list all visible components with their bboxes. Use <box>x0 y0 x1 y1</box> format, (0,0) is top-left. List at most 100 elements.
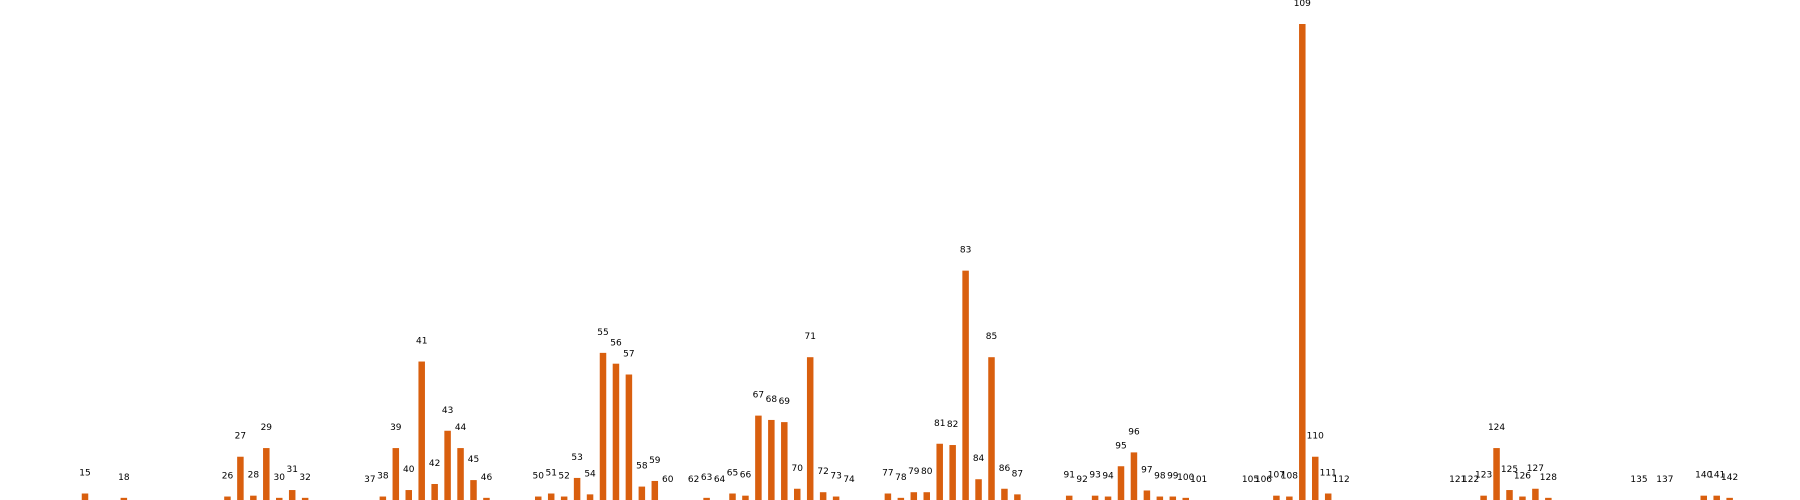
bar-125 <box>1506 490 1513 500</box>
bar-39 <box>392 448 400 500</box>
bar-label-98: 98 <box>1154 472 1166 482</box>
bar-label-29: 29 <box>261 423 273 433</box>
bar-93 <box>1091 495 1099 500</box>
bar-label-59: 59 <box>649 456 661 466</box>
bar-108 <box>1286 496 1293 500</box>
bar-31 <box>288 490 296 500</box>
bar-44 <box>457 448 464 500</box>
bar-65 <box>729 493 736 500</box>
bar-label-52: 52 <box>558 472 569 482</box>
bar-27 <box>237 456 244 500</box>
bar-label-15: 15 <box>79 469 90 479</box>
bar-label-105: 105 <box>1242 475 1259 485</box>
bar-110 <box>1312 456 1319 500</box>
bar-label-60: 60 <box>662 475 674 485</box>
bar-label-128: 128 <box>1540 473 1557 483</box>
bar-label-18: 18 <box>118 473 130 483</box>
bar-label-70: 70 <box>792 464 804 474</box>
bar-72 <box>819 492 827 500</box>
bar-56 <box>612 363 620 500</box>
bar-73 <box>832 496 840 500</box>
bar-label-140: 140 <box>1695 471 1712 481</box>
bar-83 <box>962 270 969 500</box>
bar-label-110: 110 <box>1307 432 1324 442</box>
bar-78 <box>897 497 905 500</box>
bar-30 <box>276 497 283 500</box>
bar-123 <box>1480 495 1487 500</box>
bar-label-69: 69 <box>779 397 791 407</box>
bar-label-37: 37 <box>364 475 375 485</box>
bar-71 <box>806 357 814 500</box>
bar-140 <box>1700 495 1707 500</box>
bar-40 <box>405 490 412 500</box>
bar-label-82: 82 <box>947 420 958 430</box>
bar-38 <box>379 496 387 500</box>
bar-label-96: 96 <box>1128 427 1140 437</box>
bar-59 <box>651 480 659 500</box>
bar-label-109: 109 <box>1294 0 1311 9</box>
bar-label-63: 63 <box>701 473 712 483</box>
bar-51 <box>547 493 555 500</box>
bar-label-87: 87 <box>1012 469 1023 479</box>
bar-label-38: 38 <box>377 472 389 482</box>
bar-label-126: 126 <box>1514 472 1531 482</box>
bar-label-53: 53 <box>571 453 582 463</box>
bar-81 <box>936 443 943 500</box>
bar-label-64: 64 <box>714 475 726 485</box>
bar-97 <box>1143 490 1151 500</box>
bar-label-28: 28 <box>248 471 260 481</box>
bar-label-93: 93 <box>1089 471 1100 481</box>
bar-label-142: 142 <box>1721 473 1738 483</box>
bar-label-55: 55 <box>597 328 608 338</box>
bar-label-72: 72 <box>817 467 828 477</box>
bar-98 <box>1156 496 1164 500</box>
bar-label-127: 127 <box>1527 464 1544 474</box>
bar-label-95: 95 <box>1115 441 1126 451</box>
bar-label-108: 108 <box>1281 472 1298 482</box>
bar-label-44: 44 <box>455 423 467 433</box>
bar-label-27: 27 <box>235 432 246 442</box>
bar-label-84: 84 <box>973 454 985 464</box>
bar-141 <box>1713 495 1720 500</box>
bar-label-54: 54 <box>584 469 596 479</box>
bar-label-39: 39 <box>390 423 402 433</box>
bar-70 <box>794 488 801 500</box>
bar-label-66: 66 <box>740 471 752 481</box>
bar-32 <box>301 497 309 500</box>
bar-45 <box>470 480 477 500</box>
bar-label-68: 68 <box>766 395 778 405</box>
bar-109 <box>1299 24 1306 500</box>
bar-label-92: 92 <box>1076 475 1087 485</box>
bar-96 <box>1130 452 1138 500</box>
bar-label-57: 57 <box>623 350 634 360</box>
bar-label-46: 46 <box>481 473 493 483</box>
bar-label-86: 86 <box>999 464 1011 474</box>
bar-label-135: 135 <box>1630 475 1647 485</box>
bar-label-111: 111 <box>1320 469 1337 479</box>
bar-66 <box>742 495 749 500</box>
bar-label-50: 50 <box>533 472 545 482</box>
bar-label-42: 42 <box>429 459 440 469</box>
bar-label-40: 40 <box>403 465 415 475</box>
bar-label-125: 125 <box>1501 465 1518 475</box>
bar-label-51: 51 <box>545 469 556 479</box>
bar-99 <box>1169 496 1177 500</box>
bar-84 <box>975 479 982 500</box>
bar-107 <box>1273 495 1280 500</box>
bar-label-112: 112 <box>1333 475 1350 485</box>
bar-label-137: 137 <box>1656 475 1673 485</box>
bar-26 <box>224 496 231 500</box>
bar-label-65: 65 <box>727 469 738 479</box>
bar-94 <box>1104 496 1112 500</box>
bar-54 <box>586 494 594 500</box>
bar-label-80: 80 <box>921 467 933 477</box>
bar-58 <box>638 486 646 500</box>
bar-63 <box>703 497 710 500</box>
bar-82 <box>949 445 956 500</box>
bar-77 <box>884 493 892 500</box>
bar-label-31: 31 <box>286 465 297 475</box>
bar-label-41: 41 <box>416 337 427 347</box>
